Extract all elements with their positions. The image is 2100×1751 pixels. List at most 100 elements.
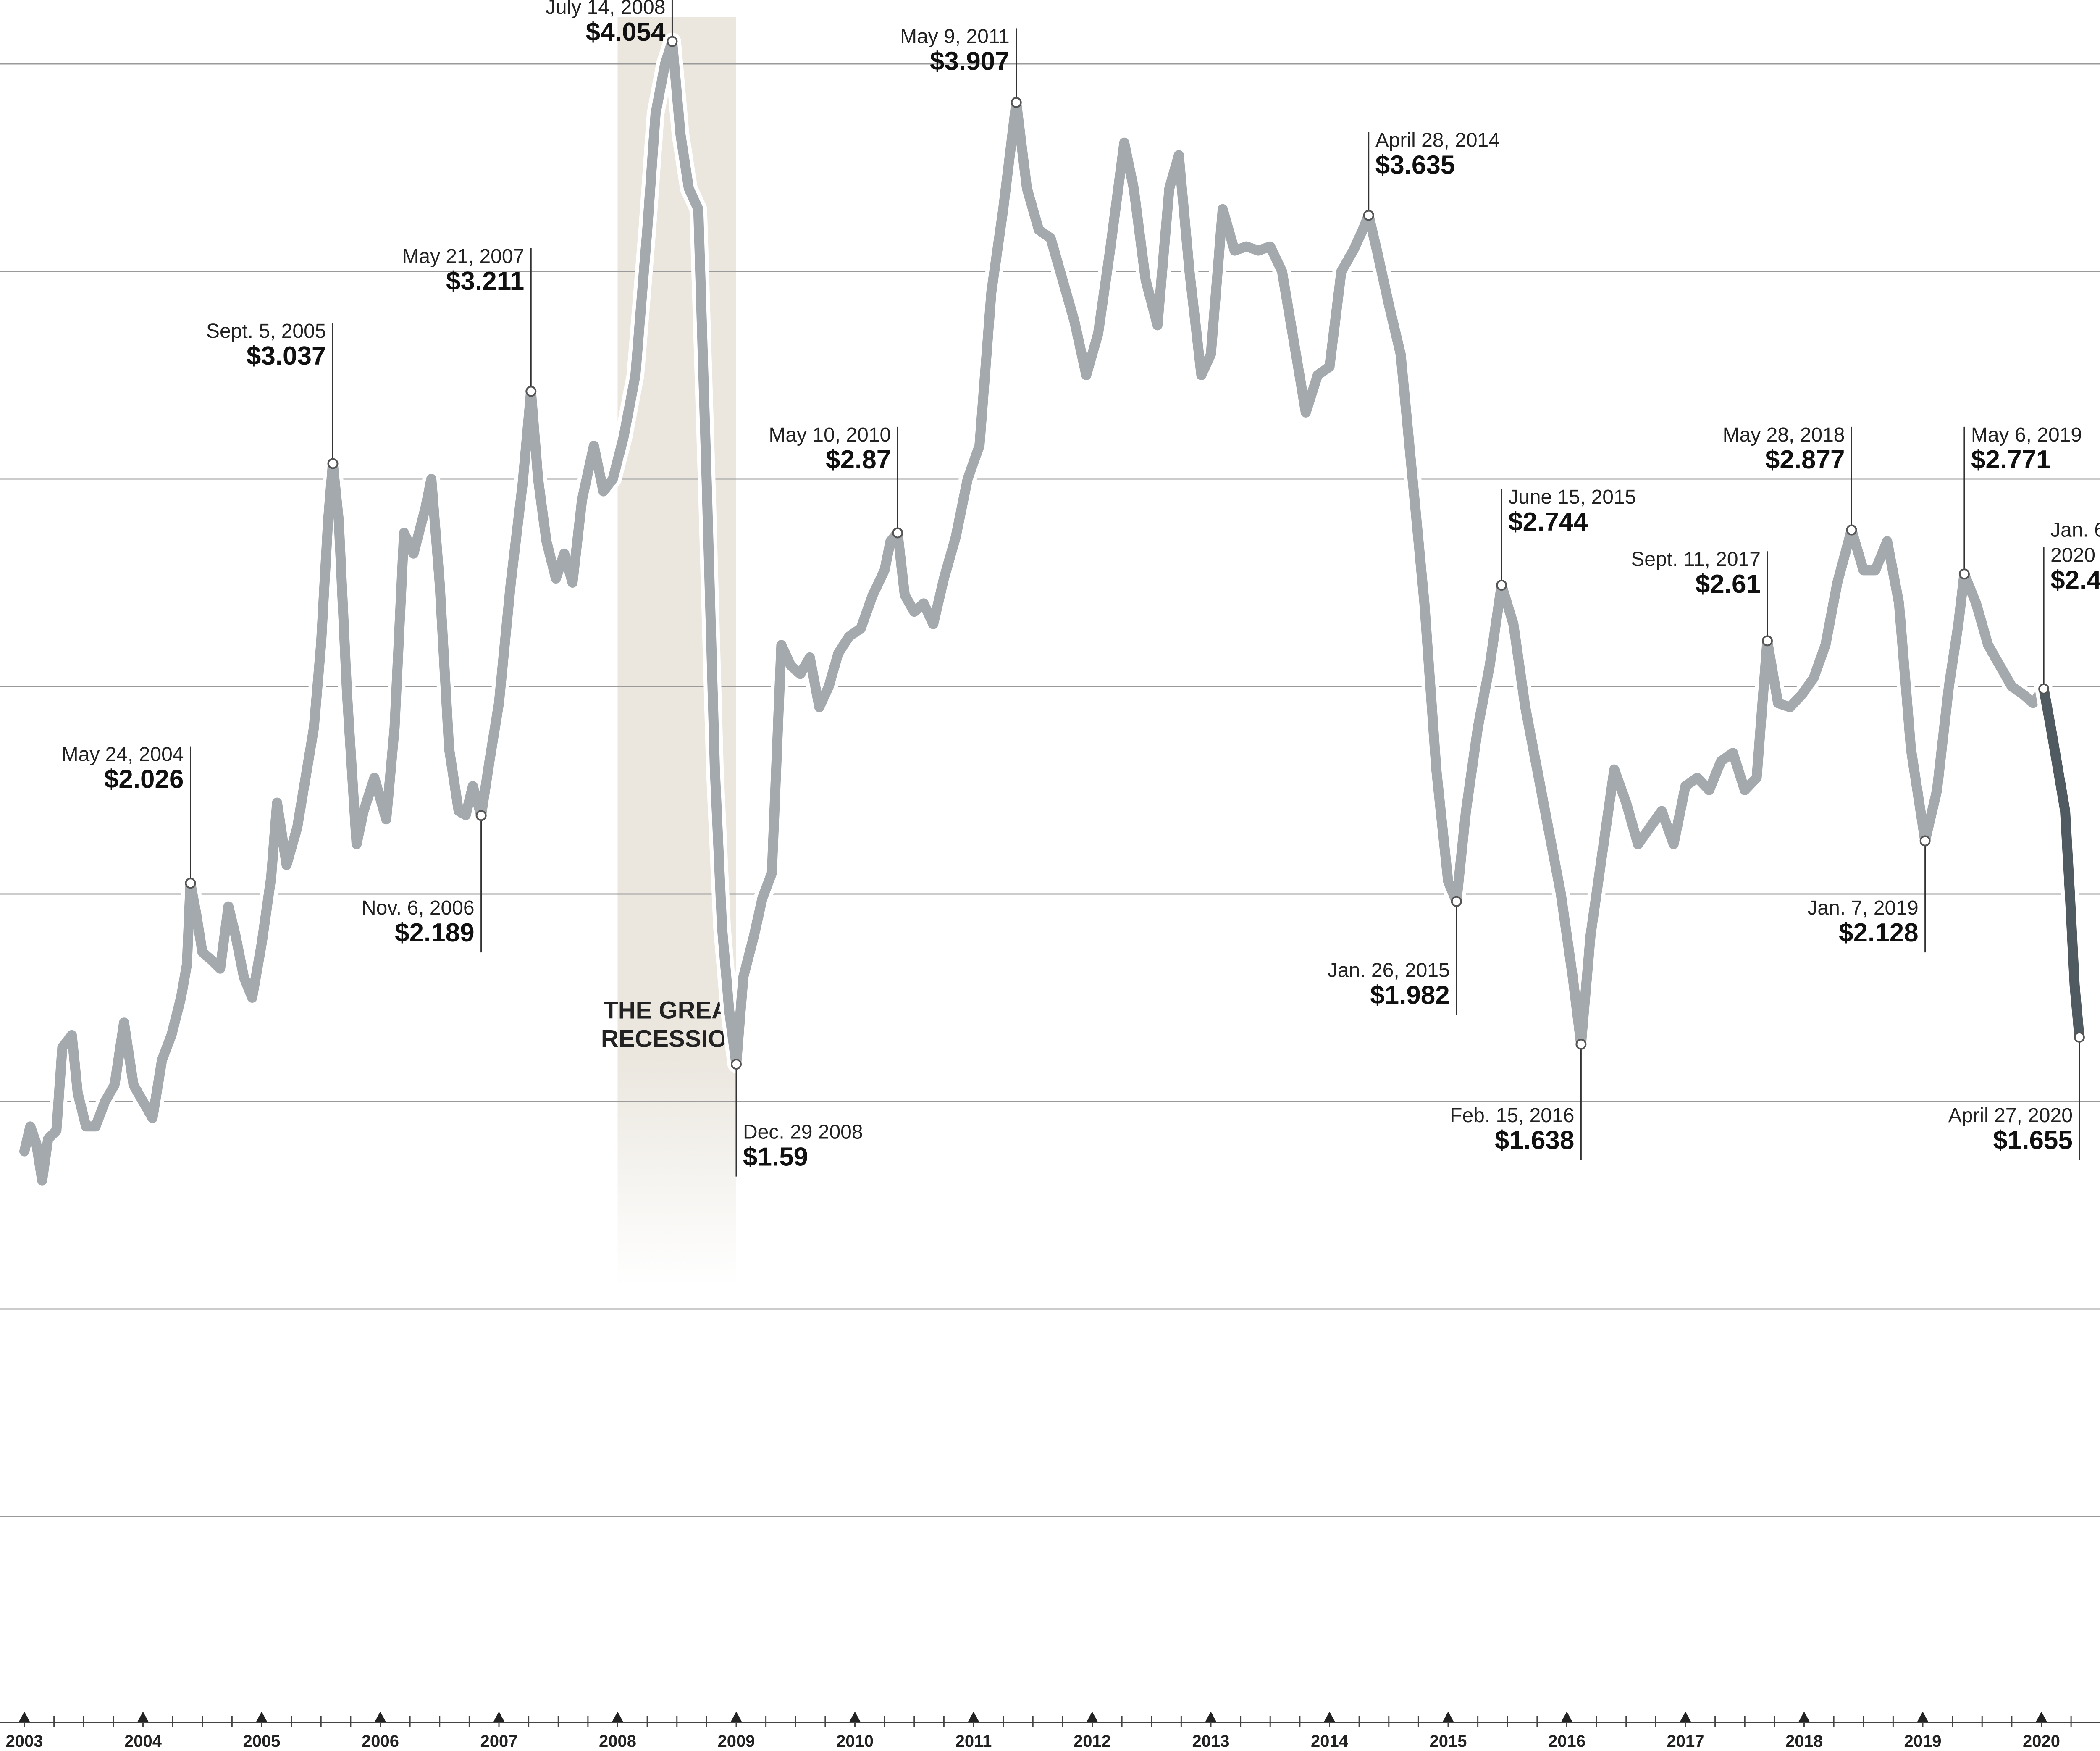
point-marker <box>327 458 339 469</box>
annotation: Feb. 15, 2016$1.638 <box>1450 1039 1587 1160</box>
gridlines <box>0 63 2100 1517</box>
annotation-date: May 6, 2019 <box>1971 424 2082 446</box>
x-tick-marker <box>1086 1712 1098 1722</box>
annotation: May 24, 2004$2.026 <box>62 744 196 889</box>
x-tick-marker <box>1561 1712 1573 1722</box>
annotation-date: May 24, 2004 <box>62 744 184 766</box>
annotation: Dec. 29 2008$1.59 <box>731 1059 863 1177</box>
recession-label: RECESSION <box>601 1025 745 1052</box>
point-marker <box>475 810 487 821</box>
annotation: June 15, 2015$2.744 <box>1496 486 1636 591</box>
x-tick-marker <box>1798 1712 1810 1722</box>
x-tick-label: 2016 <box>1548 1732 1586 1751</box>
price-lines <box>16 32 2088 1189</box>
annotation-date: Jan. 7, 2019 <box>1807 897 1918 919</box>
annotation-date: June 15, 2015 <box>1508 486 1636 508</box>
annotation-value: $2.87 <box>826 445 891 474</box>
annotation-value: $3.037 <box>247 342 326 371</box>
x-tick-marker <box>256 1712 268 1722</box>
annotation: Sept. 5, 2005$3.037 <box>206 320 339 469</box>
annotation-value: $2.61 <box>1696 570 1761 599</box>
x-tick-marker <box>612 1712 624 1722</box>
annotation-date: Sept. 11, 2017 <box>1631 548 1761 571</box>
point-marker <box>1011 97 1022 108</box>
point-marker <box>185 878 196 889</box>
x-tick-marker <box>18 1712 30 1722</box>
x-tick-label: 2003 <box>6 1732 43 1751</box>
point-marker <box>2074 1031 2085 1043</box>
series-line <box>19 36 2049 1186</box>
x-tick-label: 2019 <box>1904 1732 1942 1751</box>
annotation-date: Jan. 26, 2015 <box>1328 959 1450 981</box>
annotation-date: May 10, 2010 <box>769 424 891 446</box>
x-tick-label: 2013 <box>1192 1732 1230 1751</box>
x-tick-marker <box>968 1712 979 1722</box>
annotation: April 28, 2014$3.635 <box>1363 129 1500 221</box>
point-marker <box>1919 835 1931 847</box>
x-tick-marker <box>1680 1712 1691 1722</box>
recession-label: THE GREAT <box>603 996 742 1024</box>
annotation-date: April 27, 2020 <box>1948 1104 2073 1127</box>
annotation: All-time highJuly 14, 2008$4.054 <box>546 0 678 47</box>
annotation: May 28, 2018$2.877 <box>1723 424 1857 536</box>
annotation-date: July 14, 2008 <box>546 0 666 18</box>
point-marker <box>1846 524 1857 536</box>
annotation-value: $1.59 <box>743 1143 808 1172</box>
x-tick-label: 2017 <box>1667 1732 1704 1751</box>
x-tick-label: 2005 <box>243 1732 281 1751</box>
series-line <box>2039 684 2084 1042</box>
annotation-value: $4.054 <box>586 18 666 47</box>
annotations: All-time highJuly 14, 2008$4.054 May 24, … <box>62 0 2100 1177</box>
annotation-date: Nov. 6, 2006 <box>362 897 475 919</box>
annotation: May 9, 2011$3.907 <box>900 25 1022 108</box>
x-tick-label: 2007 <box>480 1732 518 1751</box>
point-marker <box>1958 568 1970 580</box>
annotation-value: $3.635 <box>1376 150 1455 179</box>
annotation-date: May 21, 2007 <box>402 245 524 268</box>
annotation: Jan. 26, 2015$1.982 <box>1328 896 1462 1015</box>
x-tick-label: 2018 <box>1785 1732 1823 1751</box>
point-marker <box>667 36 678 47</box>
annotation-value: $1.638 <box>1495 1126 1575 1155</box>
x-tick-marker <box>1323 1712 1336 1722</box>
annotation-date: Sept. 5, 2005 <box>206 320 326 342</box>
annotation: April 27, 2020$1.655 <box>1948 1031 2085 1160</box>
x-tick-label: 2004 <box>124 1732 162 1751</box>
annotation-value: $2.771 <box>1971 445 2051 474</box>
x-axis: 2003 2004 2005 2006 2007 2008 2009 2010 2011 2012… <box>0 1712 2100 1751</box>
annotation-value: $3.907 <box>930 47 1010 76</box>
x-tick-marker <box>1205 1712 1217 1722</box>
x-tick-marker <box>1917 1712 1929 1722</box>
annotation-value: $2.189 <box>395 918 475 947</box>
annotation-date: Jan. 6, <box>2050 519 2100 541</box>
point-marker <box>1451 896 1462 907</box>
annotation: May 6, 2019$2.771 <box>1958 424 2082 580</box>
x-tick-label: 2020 <box>2023 1732 2060 1751</box>
point-marker <box>1575 1039 1587 1050</box>
x-tick-label: 2008 <box>599 1732 636 1751</box>
annotation-value: $3.211 <box>446 267 524 296</box>
x-tick-marker <box>374 1712 386 1722</box>
x-tick-marker <box>730 1712 742 1722</box>
annotation: May 10, 2010$2.87 <box>769 424 903 539</box>
x-tick-label: 2015 <box>1430 1732 1467 1751</box>
annotation: May 21, 2007$3.211 <box>402 245 537 397</box>
x-tick-label: 2010 <box>836 1732 874 1751</box>
annotation-value: $2.494 <box>2050 565 2100 594</box>
x-tick-label: 2011 <box>956 1732 992 1751</box>
annotation: Nov. 6, 2006$2.189 <box>362 810 487 953</box>
x-tick-label: 2009 <box>718 1732 755 1751</box>
annotation: Jan. 7, 2019$2.128 <box>1807 835 1931 953</box>
x-tick-label: 2014 <box>1311 1732 1349 1751</box>
annotation-value: $2.744 <box>1508 507 1588 536</box>
point-marker <box>731 1059 742 1070</box>
x-tick-marker <box>1442 1712 1454 1722</box>
point-marker <box>1761 635 1773 647</box>
annotation-value: $1.982 <box>1370 981 1450 1010</box>
annotation: Sept. 11, 2017$2.61 <box>1631 548 1773 647</box>
annotation-date: 2020 <box>2050 544 2095 566</box>
x-tick-marker <box>493 1712 505 1722</box>
annotation: Jan. 6, 2020$2.494 <box>2038 519 2100 694</box>
